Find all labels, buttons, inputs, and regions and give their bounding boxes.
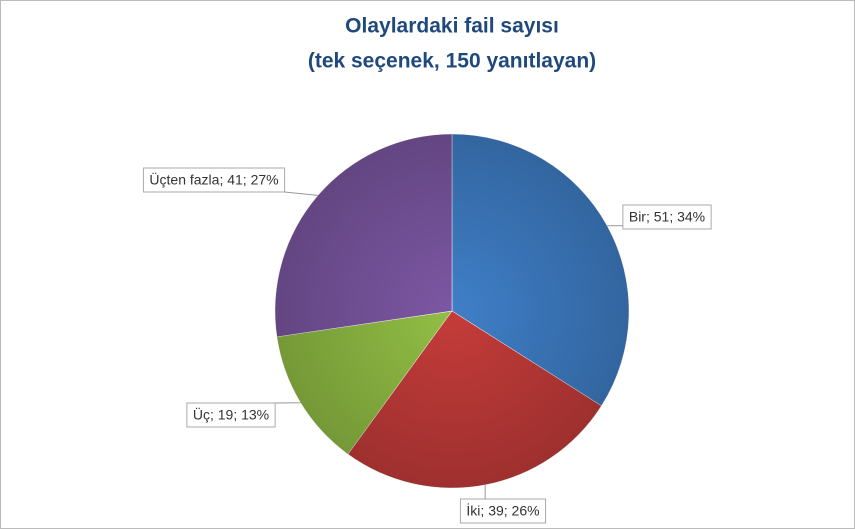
data-label: Bir; 51; 34% bbox=[629, 209, 705, 225]
label-box bbox=[459, 498, 547, 524]
pie bbox=[274, 133, 630, 489]
chart-title: Olaylardaki fail sayısı bbox=[345, 15, 559, 38]
data-label: Üçten fazla; 41; 27% bbox=[149, 171, 278, 188]
label-box bbox=[622, 204, 712, 230]
label-box bbox=[186, 402, 276, 428]
label-box bbox=[142, 167, 286, 193]
labels: Bir; 51; 34% İki; 39; 26% Üç; 19; 13% Üçten… bbox=[142, 167, 712, 524]
chart-subtitle: (tek seçenek, 150 yanıtlayan) bbox=[308, 50, 596, 73]
data-label: Üç; 19; 13% bbox=[193, 406, 269, 423]
leader-line bbox=[284, 191, 319, 196]
data-label: İki; 39; 26% bbox=[466, 502, 539, 519]
